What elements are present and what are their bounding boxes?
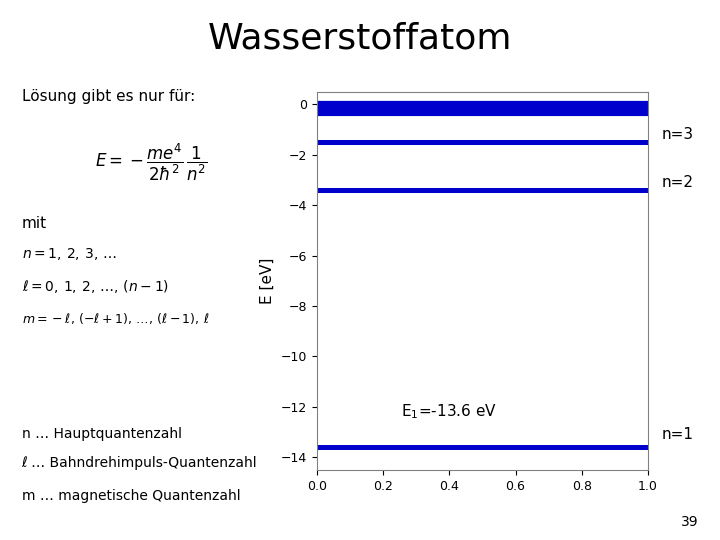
Text: m … magnetische Quantenzahl: m … magnetische Quantenzahl bbox=[22, 489, 240, 503]
Text: E$_1$=-13.6 eV: E$_1$=-13.6 eV bbox=[401, 402, 498, 421]
Text: $\ell = 0,\, 1,\, 2,\, \ldots,\, (n-1)$: $\ell = 0,\, 1,\, 2,\, \ldots,\, (n-1)$ bbox=[22, 278, 168, 295]
Text: $m = -\ell,\,(-\ell+1),\,\ldots,\,(\ell-1),\,\ell$: $m = -\ell,\,(-\ell+1),\,\ldots,\,(\ell-… bbox=[22, 310, 210, 326]
Text: mit: mit bbox=[22, 216, 47, 231]
Text: $E = -\dfrac{me^4}{2\hbar^2}\,\dfrac{1}{n^2}$: $E = -\dfrac{me^4}{2\hbar^2}\,\dfrac{1}{… bbox=[95, 141, 207, 183]
Text: n=1: n=1 bbox=[661, 427, 693, 442]
Text: ℓ … Bahndrehimpuls-Quantenzahl: ℓ … Bahndrehimpuls-Quantenzahl bbox=[22, 456, 257, 470]
Text: n=2: n=2 bbox=[661, 175, 693, 190]
Text: Wasserstoffatom: Wasserstoffatom bbox=[208, 22, 512, 56]
Text: n … Hauptquantenzahl: n … Hauptquantenzahl bbox=[22, 427, 181, 441]
Y-axis label: E [eV]: E [eV] bbox=[260, 258, 275, 304]
Text: Lösung gibt es nur für:: Lösung gibt es nur für: bbox=[22, 89, 195, 104]
Text: $n = 1,\, 2,\, 3,\, \ldots$: $n = 1,\, 2,\, 3,\, \ldots$ bbox=[22, 246, 117, 262]
Text: n=3: n=3 bbox=[661, 127, 693, 143]
Text: 39: 39 bbox=[681, 515, 698, 529]
